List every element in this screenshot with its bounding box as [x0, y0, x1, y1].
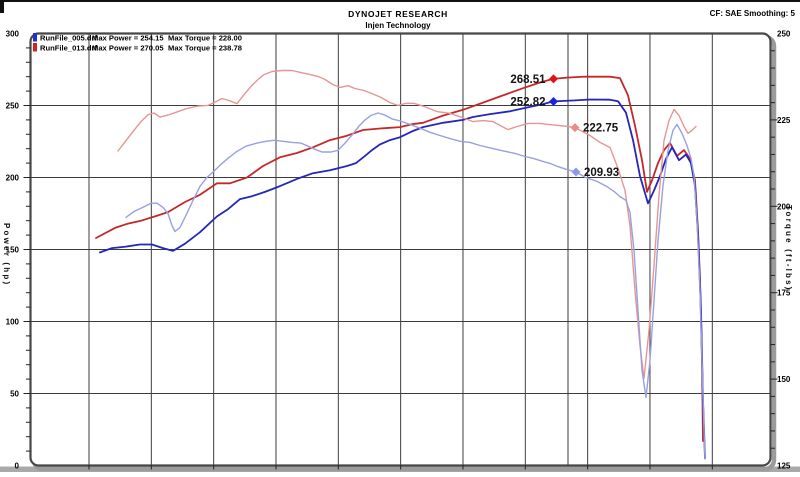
curve-runfile_005-power [99, 98, 706, 460]
curve-runfile_013-torque [117, 69, 697, 380]
chart-subtitle: Injen Technology [365, 21, 431, 30]
correction-smoothing-label: CF: SAE Smoothing: 5 [710, 9, 796, 18]
legend-max-torque: Max Torque = 228.00 [168, 34, 242, 43]
dyno-curves [95, 69, 706, 460]
right-tick-label: 125 [777, 462, 791, 471]
legend-max-torque: Max Torque = 238.78 [168, 44, 242, 53]
axis-tick-labels: 300 250 200 150 100 50 0 250 225 200 175 150 125 [6, 30, 791, 471]
window-corner-mark [0, 0, 4, 13]
legend-swatch [33, 43, 37, 52]
marker-diamond [571, 167, 581, 177]
left-axis-title: Power (hp) [2, 223, 11, 286]
legend-swatch [33, 33, 37, 42]
right-axis-title: Torque (ft-lbs) [784, 205, 793, 292]
chart-title: DYNOJET RESEARCH [348, 9, 448, 19]
left-tick-label: 0 [15, 462, 20, 471]
right-tick-label: 200 [777, 202, 791, 211]
right-tick-label: 150 [777, 375, 791, 384]
right-tick-label: 250 [777, 30, 791, 39]
left-tick-label: 250 [6, 102, 20, 111]
right-tick-label: 175 [777, 289, 791, 298]
legend-max-power: Max Power = 270.05 [92, 44, 164, 53]
legend-file-name: RunFile_005.drf [40, 34, 97, 43]
curve-runfile_005-torque [125, 112, 706, 460]
left-tick-label: 50 [10, 390, 19, 399]
right-tick-label: 225 [777, 116, 791, 125]
value-label: 209.93 [584, 167, 619, 179]
left-tick-label: 150 [6, 246, 20, 255]
marker-diamond [549, 96, 558, 106]
value-label: 252.82 [510, 96, 545, 108]
value-annotations: 268.51 252.82 222.75 209.93 [510, 74, 619, 179]
window-top-edge [0, 0, 800, 2]
legend-max-power: Max Power = 254.15 [92, 34, 164, 43]
value-label: 268.51 [510, 74, 546, 86]
left-tick-label: 200 [6, 174, 20, 183]
marker-diamond [549, 74, 558, 84]
left-tick-label: 300 [6, 30, 20, 39]
legend-file-name: RunFile_013.drf [40, 44, 97, 53]
left-tick-label: 100 [6, 318, 20, 327]
grid [30, 33, 771, 466]
axis-ticks [23, 47, 778, 470]
marker-diamond [570, 123, 580, 133]
value-label: 222.75 [583, 123, 619, 135]
